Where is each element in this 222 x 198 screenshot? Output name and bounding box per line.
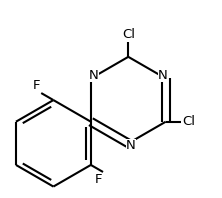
Text: N: N bbox=[89, 69, 99, 82]
Text: F: F bbox=[33, 79, 40, 92]
Text: N: N bbox=[126, 139, 136, 152]
Text: Cl: Cl bbox=[182, 115, 195, 128]
Text: Cl: Cl bbox=[122, 28, 135, 41]
Text: N: N bbox=[158, 69, 167, 82]
Text: F: F bbox=[94, 173, 102, 186]
